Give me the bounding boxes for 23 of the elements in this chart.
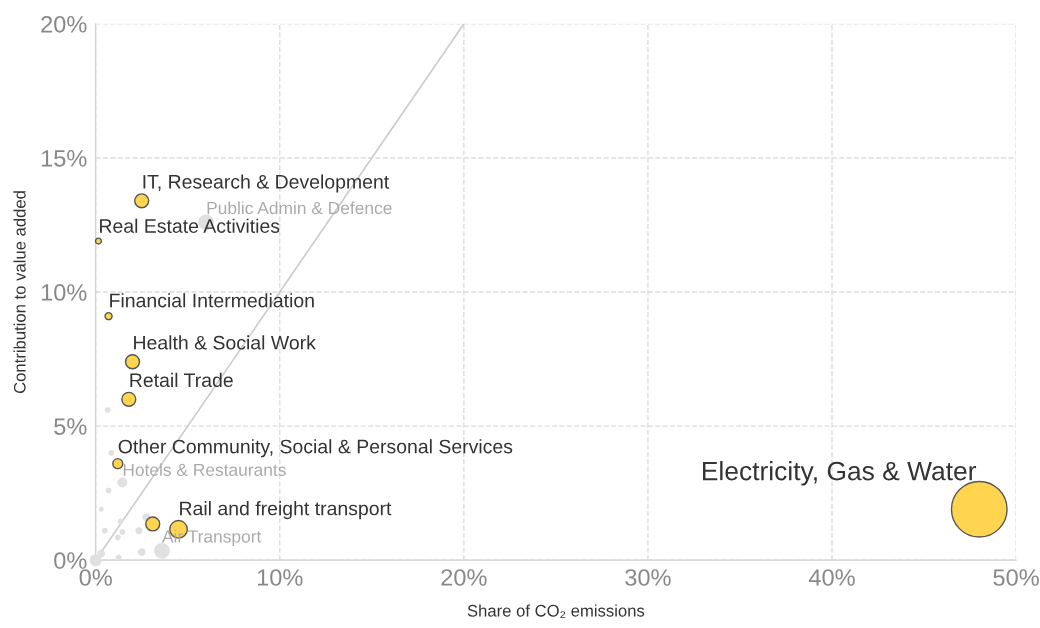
annotation: Retail Trade [130,372,233,388]
y-tick-label: 15% [41,150,87,167]
y-tick-label: 10% [41,284,87,301]
x-tick-label: 20% [441,569,487,586]
annotation: IT, Research & Development [143,174,390,193]
annotation: Public Admin & Defence [207,201,392,215]
x-tick-label: 10% [257,569,303,586]
x-tick-label: 30% [625,569,671,586]
annotation: Health & Social Work [134,335,316,350]
annotation: Other Community, Social & Personal Services [118,439,513,458]
annotation: Real Estate Activities [100,218,280,233]
annotation: Electricity, Gas & Water [702,461,977,486]
annotation: Rail and freight transport [180,501,392,520]
y-tick-label: 20% [41,15,87,33]
annotation: Financial Intermediation [110,293,314,308]
y-tick-label: 5% [54,418,87,435]
annotation: Hotels & Restaurants [123,463,286,476]
x-tick-label: 50% [993,569,1039,586]
x-tick-label: 0% [79,569,112,586]
y-tick-label: 0% [54,552,87,569]
x-tick-label: 40% [808,569,855,586]
y-axis-title: Contribution to value added [13,191,26,394]
x-axis-title: Share of CO₂ emissions [467,604,645,618]
